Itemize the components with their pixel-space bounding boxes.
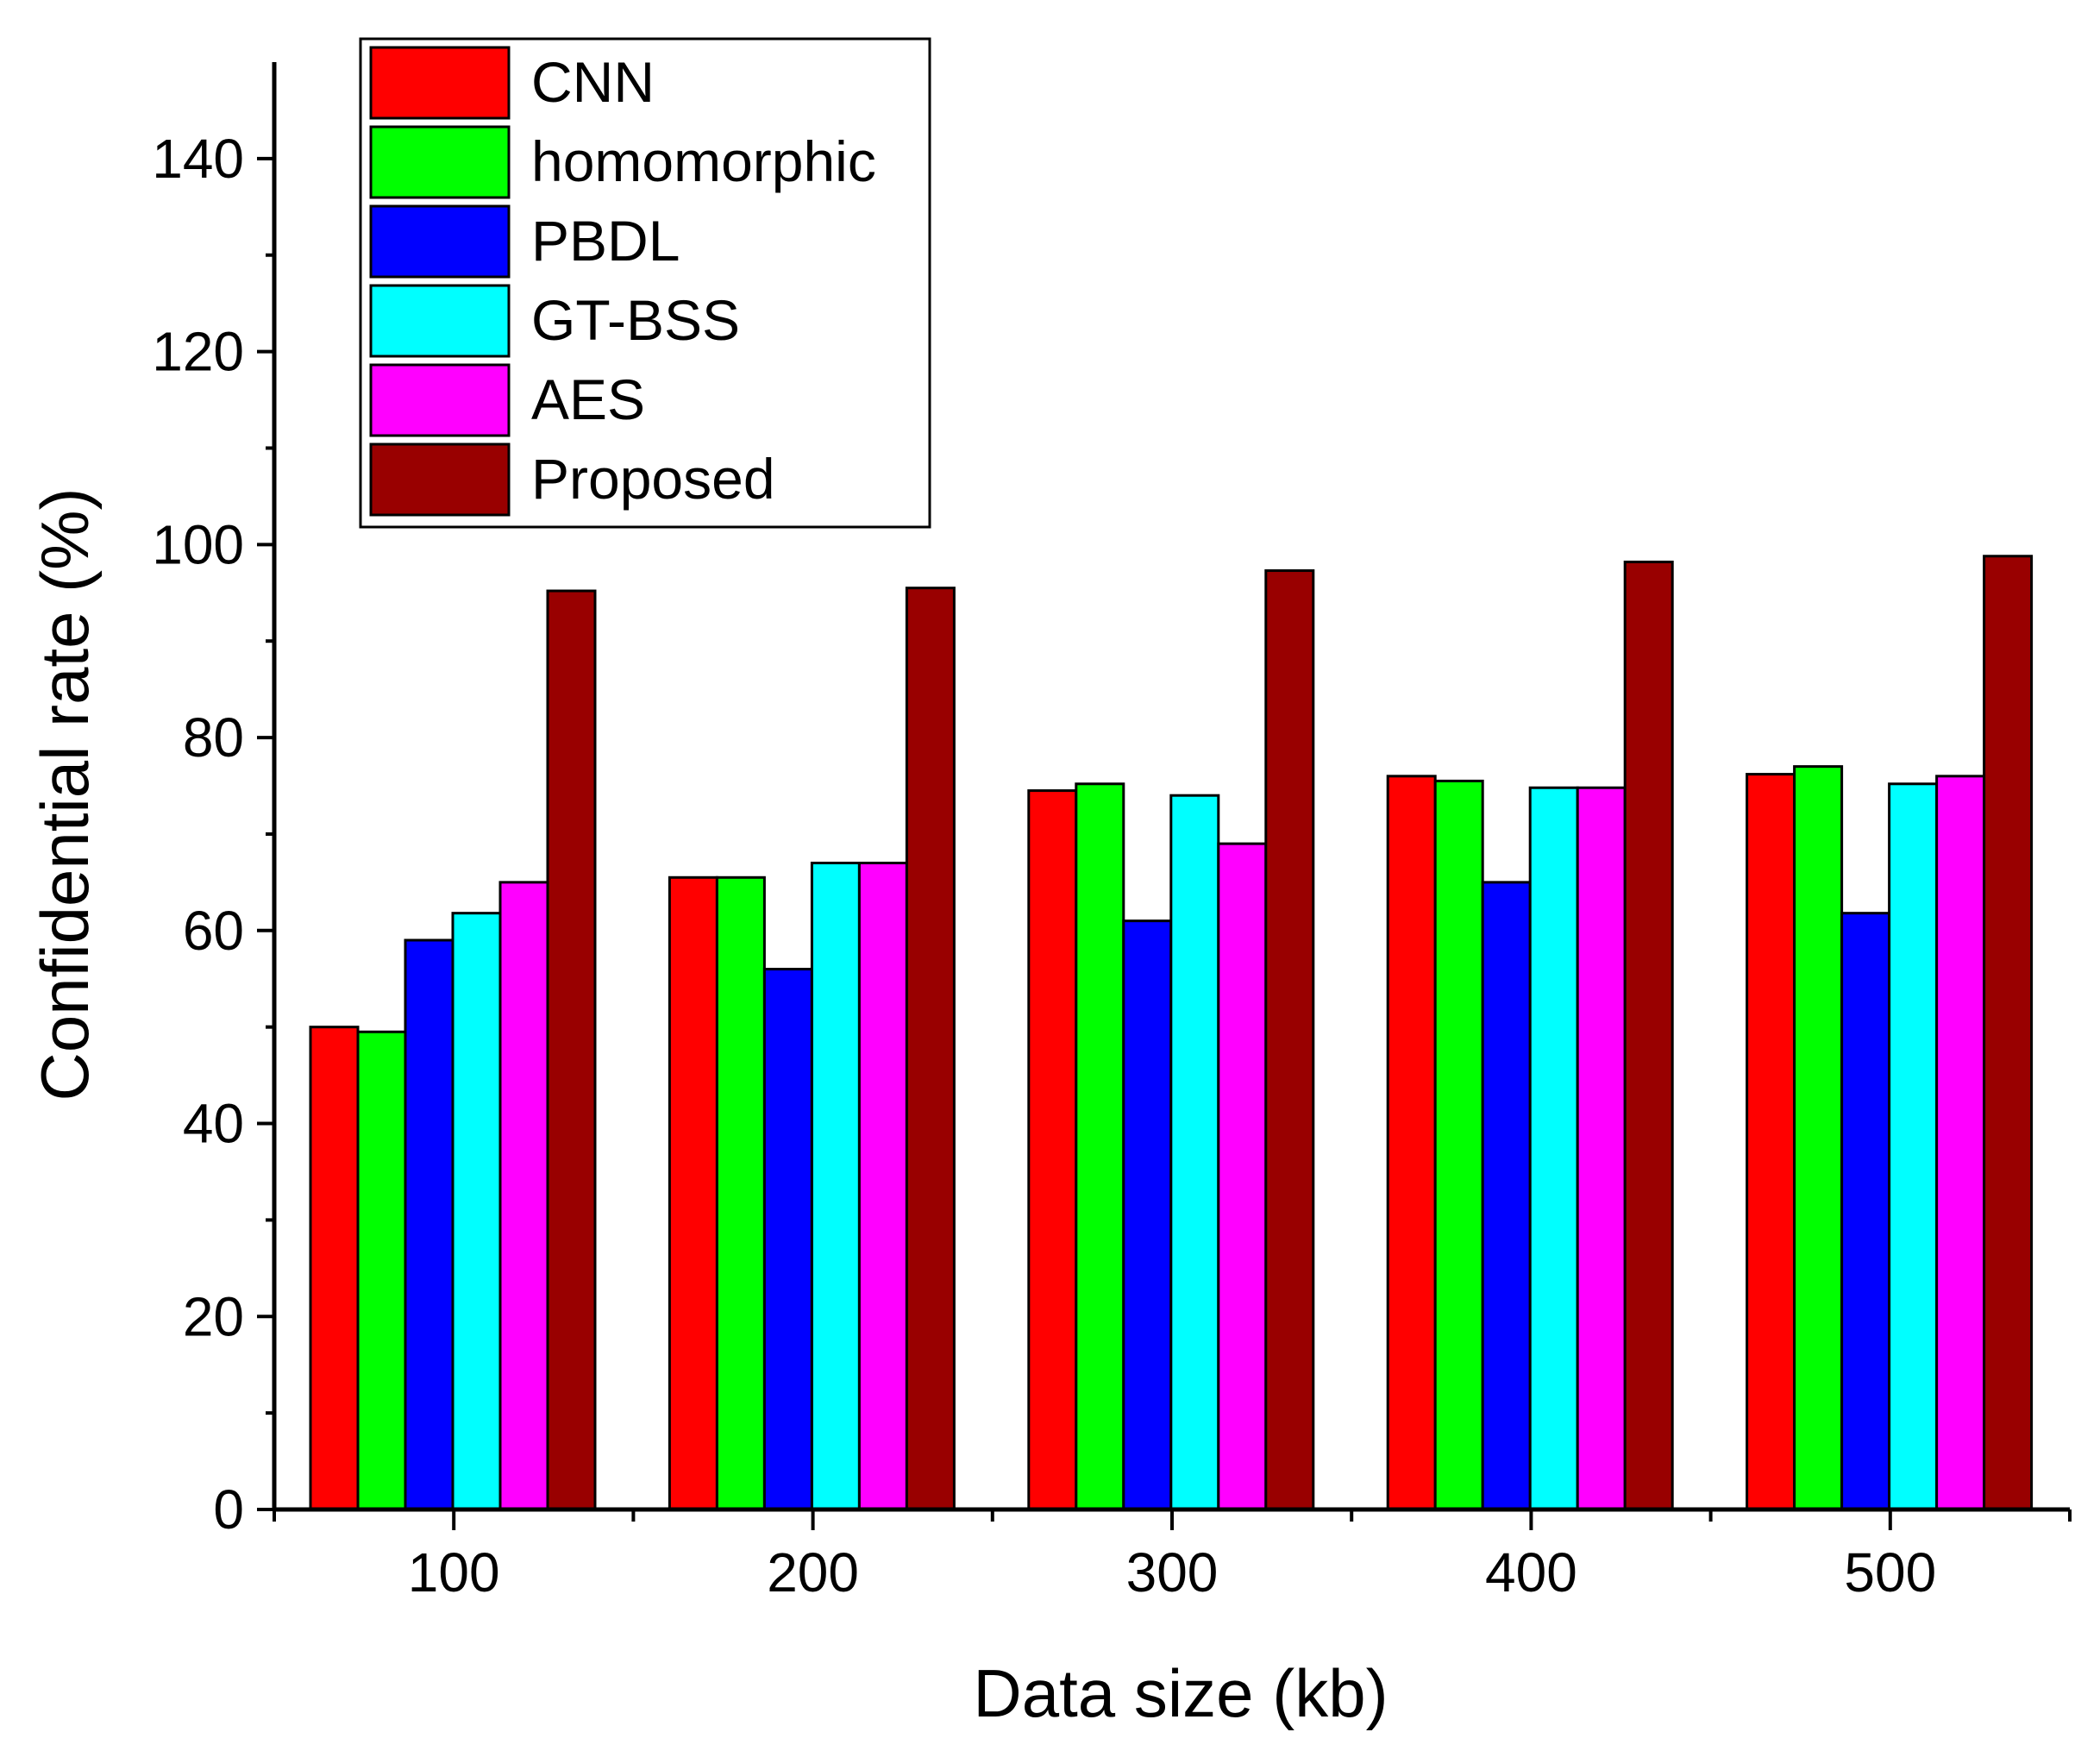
y-tick-label: 60 bbox=[183, 900, 244, 962]
bar-proposed-400 bbox=[1623, 560, 1674, 1511]
bar-gt-bss-500 bbox=[1888, 782, 1939, 1511]
bar-pbdl-100 bbox=[404, 938, 454, 1511]
legend-swatch-aes bbox=[369, 363, 511, 437]
bar-aes-500 bbox=[1935, 775, 1986, 1511]
legend-label-homomorphic: homomorphic bbox=[531, 129, 876, 193]
bar-cnn-400 bbox=[1386, 775, 1437, 1511]
bar-pbdl-500 bbox=[1840, 912, 1891, 1511]
y-tick-label: 40 bbox=[183, 1093, 244, 1155]
bar-cnn-100 bbox=[309, 1026, 360, 1511]
bar-pbdl-400 bbox=[1481, 881, 1532, 1511]
y-tick-label: 80 bbox=[183, 706, 244, 769]
bar-pbdl-200 bbox=[762, 968, 813, 1511]
bar-proposed-300 bbox=[1264, 569, 1315, 1511]
legend: CNN homomorphic PBDL GT-BSS AES Proposed bbox=[359, 37, 931, 529]
y-tick-label: 20 bbox=[183, 1285, 244, 1347]
bar-aes-200 bbox=[857, 861, 908, 1511]
bar-cnn-200 bbox=[668, 876, 718, 1511]
bar-gt-bss-100 bbox=[451, 912, 502, 1511]
legend-label-pbdl: PBDL bbox=[531, 209, 680, 273]
ticks-layer: 0 20 40 60 80 100 120 140 100 200 300 400 500 bbox=[152, 128, 2072, 1604]
bar-aes-100 bbox=[498, 881, 549, 1511]
bar-gt-bss-400 bbox=[1528, 786, 1579, 1511]
legend-swatch-proposed bbox=[369, 442, 511, 517]
bar-gt-bss-300 bbox=[1169, 794, 1220, 1511]
bar-homomorphic-300 bbox=[1075, 782, 1125, 1511]
x-tick-label-400: 400 bbox=[1485, 1541, 1577, 1604]
bars-layer bbox=[309, 555, 2034, 1511]
legend-label-aes: AES bbox=[531, 367, 645, 431]
legend-swatch-pbdl bbox=[369, 204, 511, 279]
legend-label-proposed: Proposed bbox=[531, 447, 775, 511]
bar-proposed-500 bbox=[1983, 555, 2034, 1511]
y-tick-label: 140 bbox=[152, 128, 244, 190]
x-tick-label-500: 500 bbox=[1844, 1541, 1936, 1604]
legend-swatch-gt-bss bbox=[369, 284, 511, 358]
bar-proposed-100 bbox=[546, 589, 597, 1511]
legend-swatch-homomorphic bbox=[369, 125, 511, 199]
bar-proposed-200 bbox=[905, 587, 956, 1511]
bar-homomorphic-200 bbox=[715, 876, 766, 1511]
x-axis-title: Data size (kb) bbox=[973, 1655, 1388, 1731]
x-tick-label-100: 100 bbox=[408, 1541, 500, 1604]
y-tick-label: 120 bbox=[152, 321, 244, 383]
x-tick-label-300: 300 bbox=[1126, 1541, 1219, 1604]
bar-homomorphic-400 bbox=[1433, 779, 1484, 1511]
y-tick-label: 100 bbox=[152, 513, 244, 575]
y-axis-title: Confidential rate (%) bbox=[27, 488, 103, 1101]
y-tick-label: 0 bbox=[213, 1478, 244, 1541]
bar-aes-300 bbox=[1217, 842, 1268, 1511]
bar-homomorphic-100 bbox=[356, 1030, 407, 1511]
bar-aes-400 bbox=[1576, 786, 1627, 1511]
legend-swatch-cnn bbox=[369, 46, 511, 120]
bar-homomorphic-500 bbox=[1793, 765, 1844, 1511]
bar-pbdl-300 bbox=[1122, 919, 1173, 1511]
bar-cnn-300 bbox=[1027, 789, 1078, 1511]
legend-label-cnn: CNN bbox=[531, 50, 655, 114]
legend-label-gt-bss: GT-BSS bbox=[531, 288, 740, 352]
bar-gt-bss-200 bbox=[810, 861, 861, 1511]
bar-cnn-500 bbox=[1746, 773, 1796, 1511]
x-tick-label-200: 200 bbox=[767, 1541, 859, 1604]
